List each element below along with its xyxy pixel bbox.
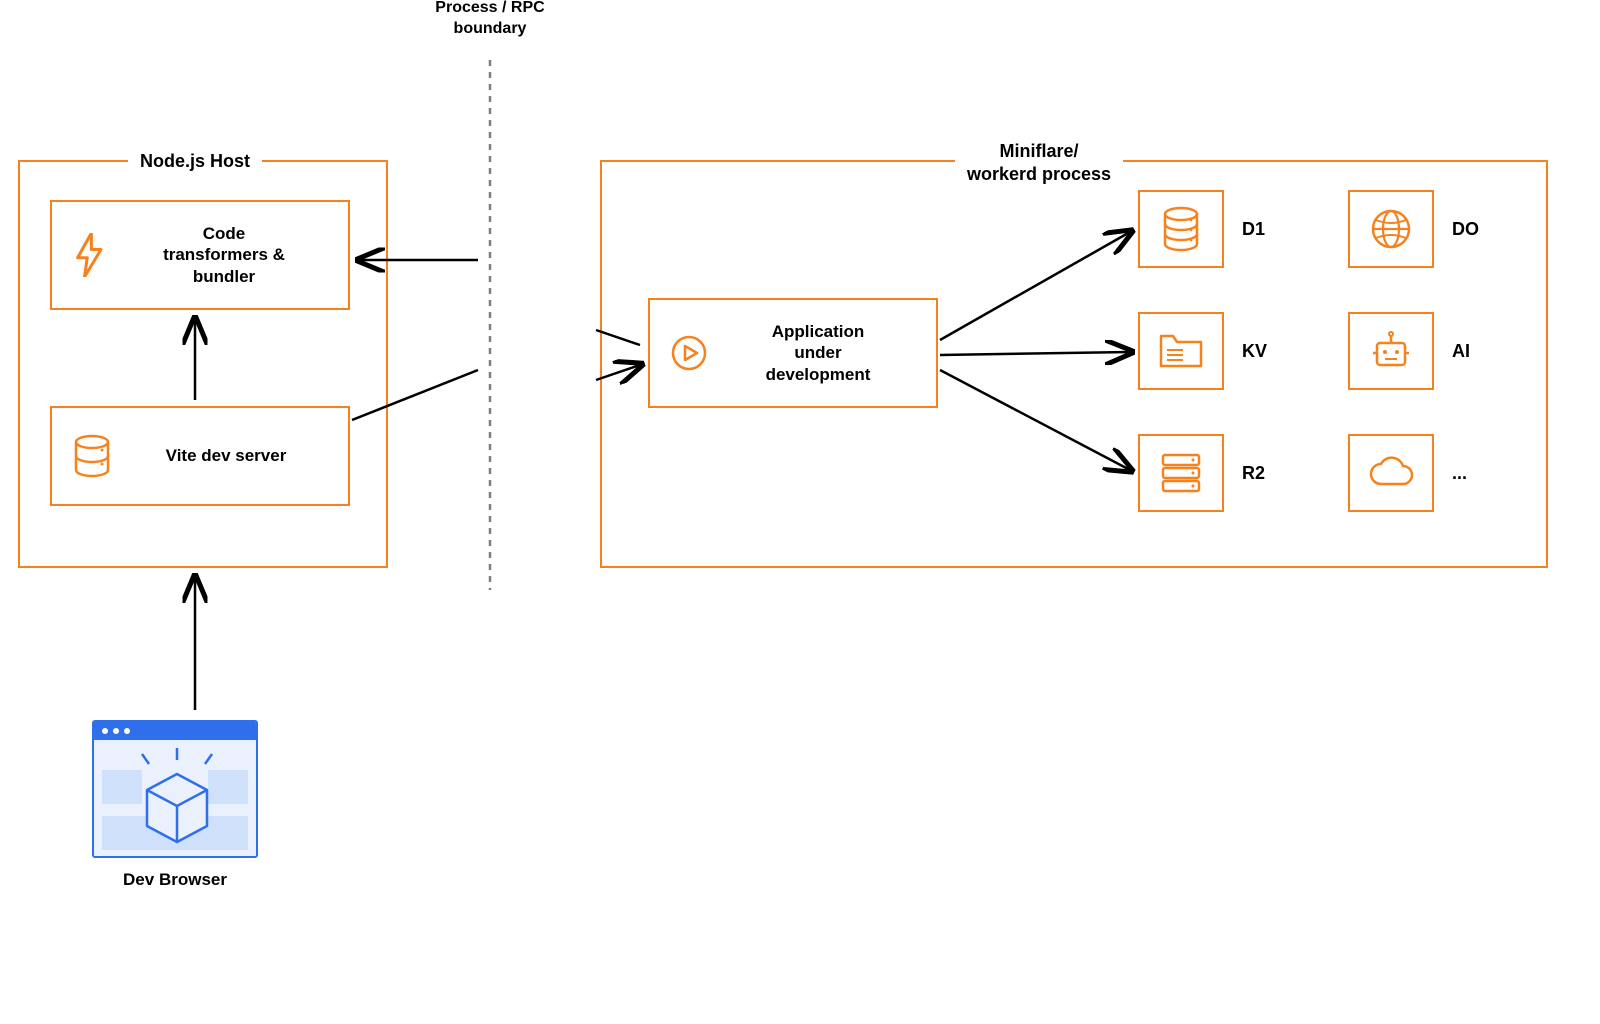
container-workerd-label: Miniflare/ workerd process xyxy=(955,138,1123,187)
database-icon xyxy=(66,434,118,478)
service-do-box xyxy=(1348,190,1434,268)
node-app-label: Application under development xyxy=(714,321,922,385)
browser-body xyxy=(94,740,256,858)
service-kv-box xyxy=(1138,312,1224,390)
node-app: Application under development xyxy=(648,298,938,408)
browser-dot xyxy=(124,728,130,734)
service-do: DO xyxy=(1348,190,1479,268)
globe-icon xyxy=(1370,208,1412,250)
service-d1-label: D1 xyxy=(1242,219,1265,240)
service-ai: AI xyxy=(1348,312,1470,390)
service-d1: D1 xyxy=(1138,190,1265,268)
service-r2: R2 xyxy=(1138,434,1265,512)
package-icon xyxy=(94,740,258,858)
node-transformers: Code transformers & bundler xyxy=(50,200,350,310)
service-r2-label: R2 xyxy=(1242,463,1265,484)
bolt-icon xyxy=(66,233,114,277)
browser-dot xyxy=(113,728,119,734)
browser-dot xyxy=(102,728,108,734)
container-node-host-label: Node.js Host xyxy=(128,148,262,175)
database-icon xyxy=(1161,206,1201,252)
dev-browser xyxy=(92,720,258,858)
robot-icon xyxy=(1369,329,1413,373)
service-more-label: ... xyxy=(1452,463,1467,484)
boundary-label: Process / RPC boundary xyxy=(420,0,560,40)
service-ai-label: AI xyxy=(1452,341,1470,362)
service-d1-box xyxy=(1138,190,1224,268)
folder-icon xyxy=(1159,332,1203,370)
service-ai-box xyxy=(1348,312,1434,390)
service-more-box xyxy=(1348,434,1434,512)
node-transformers-label: Code transformers & bundler xyxy=(114,223,334,287)
service-kv: KV xyxy=(1138,312,1267,390)
node-vite-label: Vite dev server xyxy=(118,445,334,466)
service-more: ... xyxy=(1348,434,1467,512)
cloud-icon xyxy=(1367,456,1415,490)
node-vite: Vite dev server xyxy=(50,406,350,506)
service-r2-box xyxy=(1138,434,1224,512)
service-do-label: DO xyxy=(1452,219,1479,240)
stack-icon xyxy=(1159,451,1203,495)
service-kv-label: KV xyxy=(1242,341,1267,362)
dev-browser-label: Dev Browser xyxy=(92,870,258,890)
browser-title-bar xyxy=(94,722,256,740)
play-icon xyxy=(664,334,714,372)
